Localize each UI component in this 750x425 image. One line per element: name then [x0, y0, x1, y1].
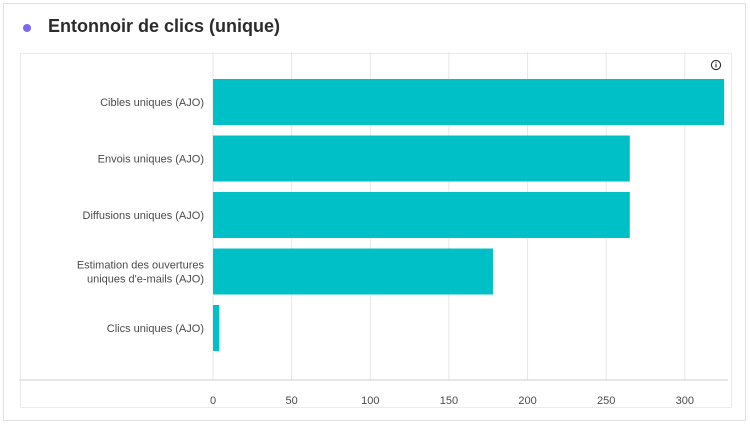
chart-title: Entonnoir de clics (unique) — [48, 16, 281, 36]
x-tick-label: 200 — [518, 395, 536, 407]
info-icon-glyph — [710, 59, 722, 71]
chart-header: Entonnoir de clics (unique) — [4, 4, 745, 50]
category-label: Clics uniques (AJO) — [107, 323, 204, 335]
bar[interactable] — [213, 79, 725, 125]
bar[interactable] — [213, 192, 630, 238]
x-tick-label: 100 — [361, 395, 379, 407]
category-label-line: uniques d'e-mails (AJO) — [87, 274, 204, 286]
x-tick-label: 250 — [597, 395, 615, 407]
x-tick-label: 0 — [210, 395, 216, 407]
x-tick-labels: 0 50 100 150 200 250 300 — [210, 395, 694, 407]
category-label-line: Diffusions uniques (AJO) — [83, 210, 204, 222]
x-tick-label: 150 — [440, 395, 458, 407]
category-label: Cibles uniques (AJO) — [100, 97, 204, 109]
category-label: Diffusions uniques (AJO) — [83, 210, 204, 222]
bars — [213, 79, 725, 351]
title-dot — [23, 24, 31, 32]
category-label: Estimation des ouvertures uniques d'e-mai… — [77, 260, 205, 286]
bar[interactable] — [213, 248, 493, 295]
category-label-line: Estimation des ouvertures — [77, 260, 205, 272]
plot-frame — [20, 53, 732, 408]
x-tick-label: 300 — [676, 395, 694, 407]
category-label-line: Clics uniques (AJO) — [107, 323, 204, 335]
x-tick-label: 50 — [286, 395, 298, 407]
category-labels: Cibles uniques (AJO) Envois uniques (AJO)… — [77, 97, 205, 335]
bar[interactable] — [213, 135, 630, 182]
bar[interactable] — [213, 305, 220, 351]
info-icon[interactable] — [708, 57, 724, 73]
category-label-line: Envois uniques (AJO) — [98, 154, 204, 166]
category-label: Envois uniques (AJO) — [98, 154, 204, 166]
category-label-line: Cibles uniques (AJO) — [100, 97, 204, 109]
